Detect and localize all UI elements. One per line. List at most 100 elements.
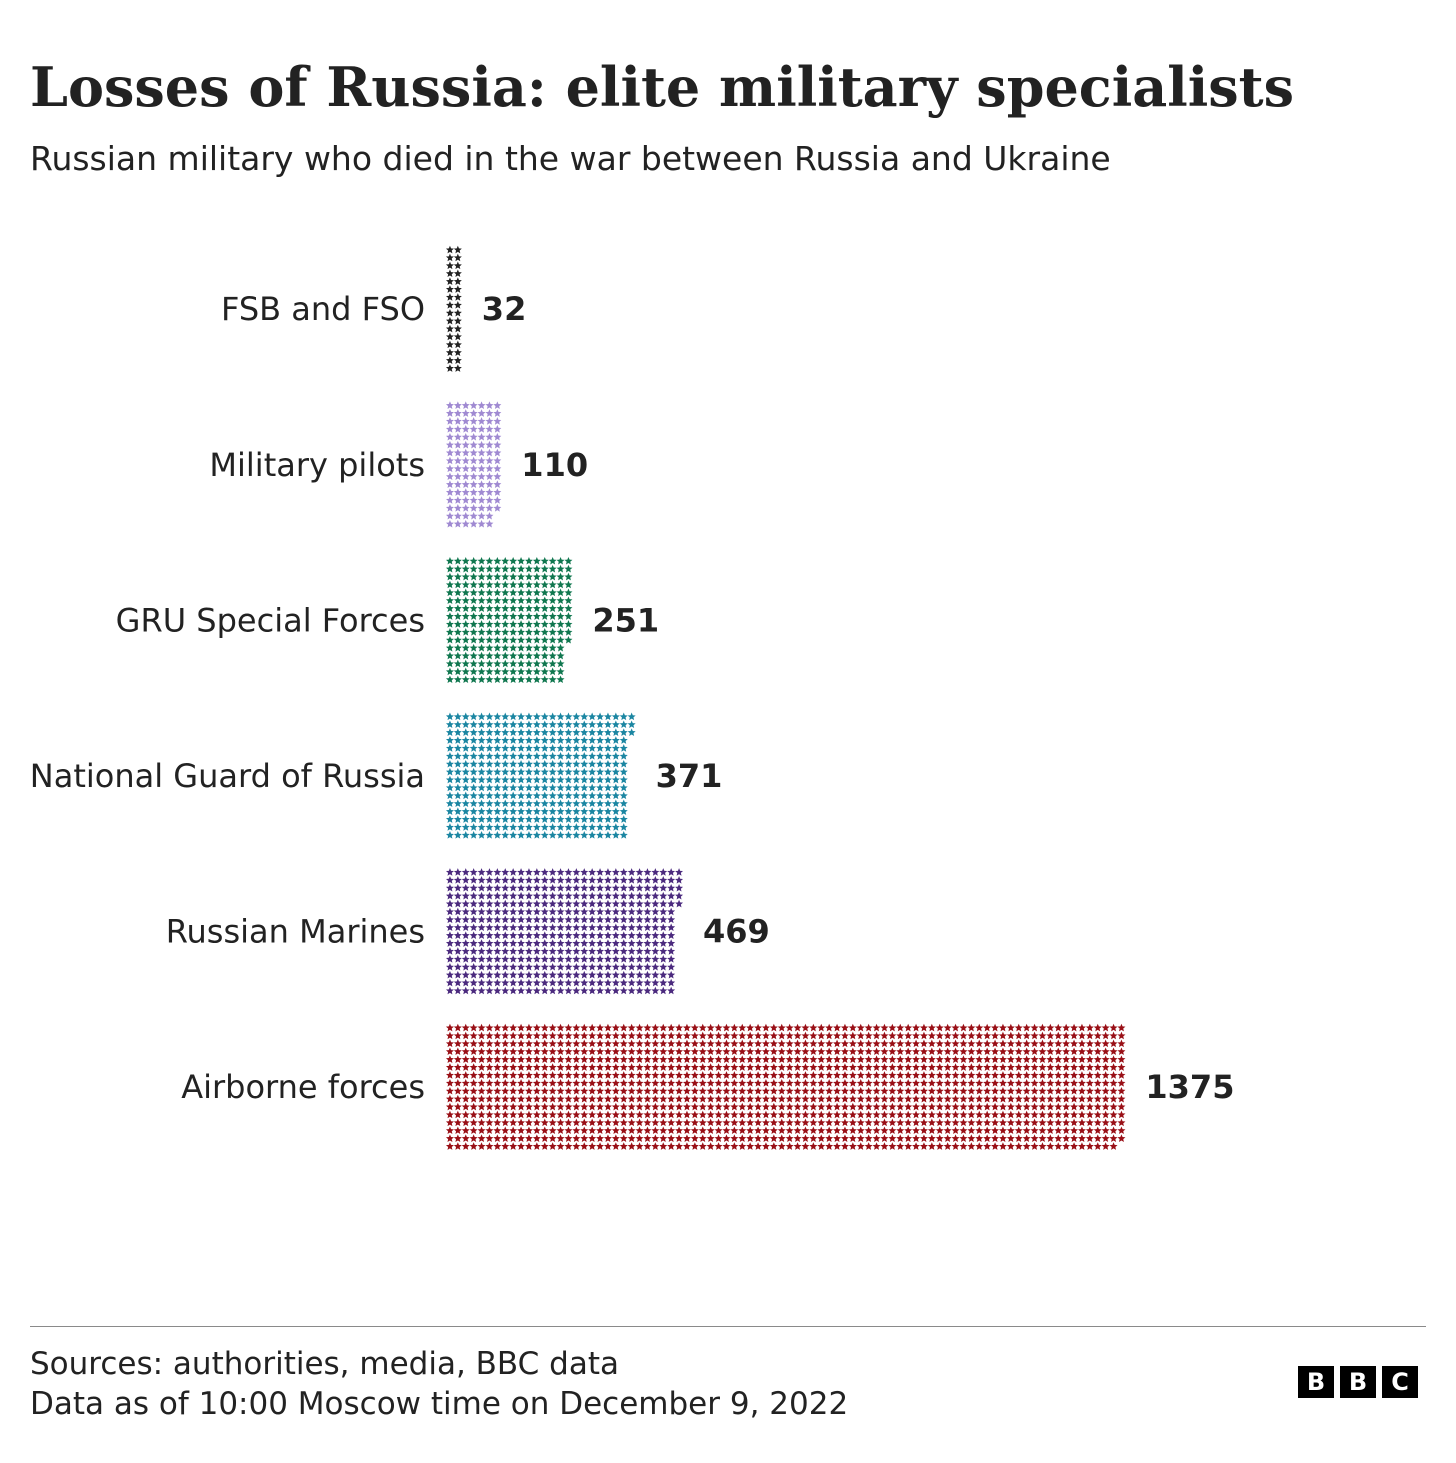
star-icon [477, 604, 486, 612]
star-icon [1070, 1102, 1079, 1111]
star-icon [967, 1102, 976, 1111]
star-icon [445, 1110, 454, 1119]
star-icon [761, 1086, 770, 1095]
star-icon [896, 1071, 905, 1079]
star-icon [675, 1094, 684, 1103]
star-icon [532, 915, 541, 924]
star-icon [840, 1142, 849, 1150]
star-icon [453, 1110, 462, 1119]
star-icon [848, 1134, 857, 1142]
star-icon [548, 635, 557, 644]
star-icon [485, 496, 494, 504]
star-icon [722, 1086, 731, 1095]
star-icon [943, 1039, 952, 1048]
star-icon [453, 425, 462, 433]
star-icon [501, 868, 510, 876]
star-icon [501, 1063, 510, 1071]
star-icon [1117, 1023, 1126, 1032]
star-icon [611, 831, 620, 839]
star-icon [738, 1063, 747, 1071]
star-icon [469, 604, 478, 612]
star-icon [485, 1118, 494, 1127]
star-icon [556, 635, 565, 644]
star-icon [769, 1031, 778, 1040]
star-icon [896, 1047, 905, 1056]
star-icon [848, 1110, 857, 1119]
star-icon [619, 899, 628, 908]
star-icon [730, 1023, 739, 1032]
star-icon [532, 876, 541, 884]
star-icon [659, 1055, 668, 1063]
star-icon [580, 1071, 589, 1079]
star-icon [596, 1079, 605, 1087]
star-icon [572, 1086, 581, 1095]
star-icon [501, 931, 510, 939]
star-icon [445, 409, 454, 417]
star-icon [904, 1110, 913, 1119]
star-icon [445, 783, 454, 792]
star-icon [509, 556, 518, 565]
star-icon [611, 978, 620, 987]
star-icon [611, 1086, 620, 1095]
star-icon [532, 596, 541, 605]
star-icon [1117, 1118, 1126, 1127]
star-icon [501, 580, 510, 589]
star-icon [659, 978, 668, 987]
star-icon [1062, 1142, 1071, 1150]
star-icon [572, 962, 581, 971]
star-icon [675, 1142, 684, 1150]
star-icon [998, 1039, 1007, 1048]
star-icon [975, 1055, 984, 1063]
star-icon [1085, 1086, 1094, 1095]
star-icon [564, 970, 573, 979]
star-icon [761, 1126, 770, 1135]
star-icon [1006, 1023, 1015, 1032]
star-icon [580, 775, 589, 784]
star-icon [517, 1031, 526, 1040]
star-icon [453, 667, 462, 676]
star-icon [896, 1102, 905, 1111]
star-icon [667, 1063, 676, 1071]
star-icon [1046, 1086, 1055, 1095]
star-icon [485, 923, 494, 932]
star-icon [596, 1055, 605, 1063]
star-icon [904, 1134, 913, 1142]
star-icon [596, 1023, 605, 1032]
star-icon [469, 556, 478, 565]
star-icon [896, 1079, 905, 1087]
star-icon [445, 519, 454, 528]
star-icon [524, 775, 533, 784]
star-icon [651, 931, 660, 939]
star-icon [556, 876, 565, 884]
star-icon [509, 775, 518, 784]
star-icon [635, 1142, 644, 1150]
star-icon [453, 915, 462, 924]
star-icon [564, 868, 573, 876]
star-icon [1046, 1118, 1055, 1127]
star-icon [556, 915, 565, 924]
star-icon [445, 464, 454, 473]
star-icon [445, 356, 454, 364]
star-icon [596, 815, 605, 823]
star-icon [919, 1039, 928, 1048]
star-icon [532, 1063, 541, 1071]
star-icon [603, 1086, 612, 1095]
star-icon [682, 1063, 691, 1071]
star-icon [1014, 1047, 1023, 1056]
star-icon [453, 1102, 462, 1111]
star-icon [453, 519, 462, 528]
star-icon [1077, 1094, 1086, 1103]
star-icon [509, 815, 518, 823]
star-icon [445, 1071, 454, 1079]
star-icon [1085, 1094, 1094, 1103]
star-icon [477, 556, 486, 565]
star-icon [872, 1079, 881, 1087]
star-icon [627, 891, 636, 900]
star-icon [532, 978, 541, 987]
star-icon [848, 1118, 857, 1127]
star-icon [564, 923, 573, 932]
star-icon [461, 464, 470, 473]
star-icon [635, 978, 644, 987]
star-icon [817, 1047, 826, 1056]
star-icon [919, 1063, 928, 1071]
